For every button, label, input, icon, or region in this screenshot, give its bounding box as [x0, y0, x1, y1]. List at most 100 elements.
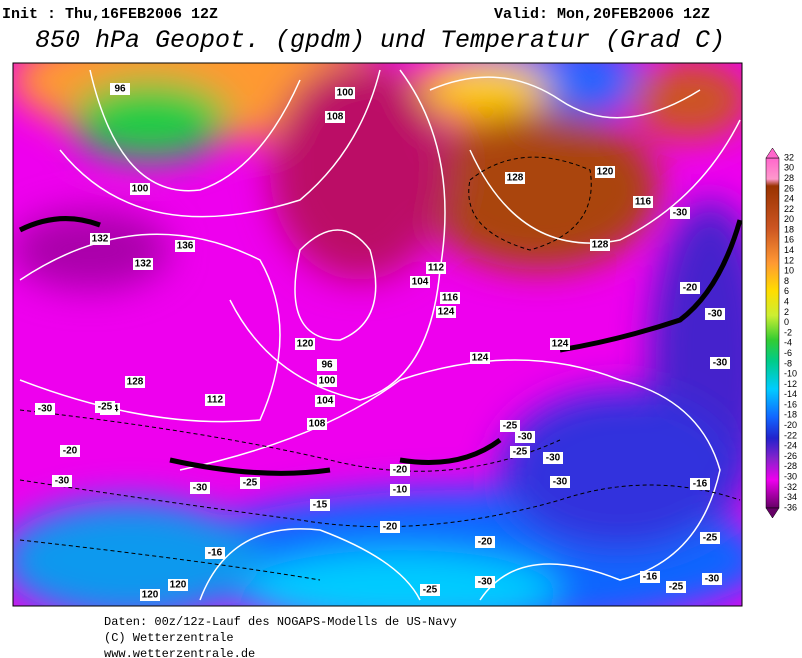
colorbar-label: 6	[784, 286, 789, 296]
colorbar-label: -6	[784, 348, 792, 358]
contour-label: 100	[337, 88, 354, 99]
contour-label: -30	[553, 477, 568, 488]
contour-label-box	[175, 240, 195, 252]
colorbar-label: -26	[784, 451, 797, 461]
contour-label-box	[380, 521, 400, 533]
contour-label-box	[505, 172, 525, 184]
colorbar-label: 0	[784, 317, 789, 327]
colorbar-label: -24	[784, 441, 797, 451]
contour-label: -30	[713, 358, 728, 369]
contour-label: 120	[297, 339, 314, 350]
contour-label: -30	[546, 453, 561, 464]
contour-label-box	[125, 376, 145, 388]
contour-label-box	[510, 446, 530, 458]
contour-label-box	[595, 166, 615, 178]
contour-label: 108	[309, 419, 326, 430]
colorbar-label: 24	[784, 194, 794, 204]
contour-label-box	[325, 111, 345, 123]
contour-label: -10	[393, 485, 408, 496]
contour-label: -20	[478, 537, 493, 548]
contour-label: -20	[383, 522, 398, 533]
contour-label: -30	[55, 476, 70, 487]
colorbar-label: 12	[784, 255, 794, 265]
contour-label-box	[205, 547, 225, 559]
contour-label-box	[440, 292, 460, 304]
contour-label: -15	[313, 500, 328, 511]
contour-label-box	[500, 420, 520, 432]
contour-label: -20	[683, 283, 698, 294]
colorbar-label: 32	[784, 152, 794, 162]
contour-label-box	[390, 484, 410, 496]
contour-label-box	[515, 431, 535, 443]
contour-label-box	[317, 375, 337, 387]
contour-label-box	[436, 306, 456, 318]
contour-label-box	[60, 445, 80, 457]
contour-label-box	[470, 352, 490, 364]
contour-label-box	[475, 576, 495, 588]
contour-label-box	[205, 394, 225, 406]
contour-label: -30	[478, 577, 493, 588]
contour-label: 124	[552, 339, 569, 350]
valid-time: Valid: Mon,20FEB2006 12Z	[494, 6, 711, 23]
colorbar-label: -14	[784, 389, 797, 399]
contour-label: -25	[703, 533, 718, 544]
contour-label: 120	[170, 580, 187, 591]
contour-label: 124	[472, 353, 489, 364]
contour-label: 104	[412, 277, 429, 288]
contour-label-box	[426, 262, 446, 274]
contour-label-box	[240, 477, 260, 489]
colorbar-label: -4	[784, 338, 792, 348]
contour-label: 132	[135, 259, 152, 270]
contour-label: 124	[438, 307, 455, 318]
map-title: 850 hPa Geopot. (gpdm) und Temperatur (G…	[34, 26, 726, 55]
contour-label-box	[168, 579, 188, 591]
contour-label: 120	[597, 167, 614, 178]
contour-label-box	[90, 233, 110, 245]
colorbar-label: -2	[784, 327, 792, 337]
colorbar-label: -30	[784, 471, 797, 481]
contour-label-box	[702, 573, 722, 585]
footer-copyright: (C) Wetterzentrale	[104, 631, 234, 645]
contour-label: 120	[142, 590, 159, 601]
contour-label: -30	[705, 574, 720, 585]
contour-label-box	[420, 584, 440, 596]
contour-label-box	[666, 581, 686, 593]
colorbar-label: 8	[784, 276, 789, 286]
contour-label: 112	[207, 395, 224, 406]
contour-label-box	[95, 401, 115, 413]
colorbar-label: -10	[784, 369, 797, 379]
contour-label-box	[710, 357, 730, 369]
contour-label: 112	[428, 263, 445, 274]
contour-label-box	[307, 418, 327, 430]
contour-label-box	[130, 183, 150, 195]
contour-label: -25	[669, 582, 684, 593]
colorbar-label: 20	[784, 214, 794, 224]
contour-label: 104	[317, 396, 334, 407]
contour-label: 136	[177, 241, 194, 252]
contour-label: -30	[38, 404, 53, 415]
colorbar-label: -18	[784, 410, 797, 420]
contour-label: -16	[693, 479, 708, 490]
contour-label: -25	[513, 447, 528, 458]
contour-label-box	[110, 83, 130, 95]
contour-label: -16	[208, 548, 223, 559]
colorbar-label: 28	[784, 173, 794, 183]
colorbar-label: -20	[784, 420, 797, 430]
contour-label: 108	[327, 112, 344, 123]
colorbar-label: -34	[784, 492, 797, 502]
contour-label-box	[190, 482, 210, 494]
colorbar-label: -8	[784, 358, 792, 368]
contour-label-box	[140, 589, 160, 601]
contour-label-box	[390, 464, 410, 476]
contour-label-box	[550, 338, 570, 350]
colorbar-label: 22	[784, 204, 794, 214]
contour-label: -30	[708, 309, 723, 320]
colorbar-label: -22	[784, 430, 797, 440]
colorbar-label: -32	[784, 482, 797, 492]
contour-label-box	[410, 276, 430, 288]
map-field	[13, 63, 742, 606]
contour-label: 96	[114, 84, 126, 95]
contour-label-box	[335, 87, 355, 99]
